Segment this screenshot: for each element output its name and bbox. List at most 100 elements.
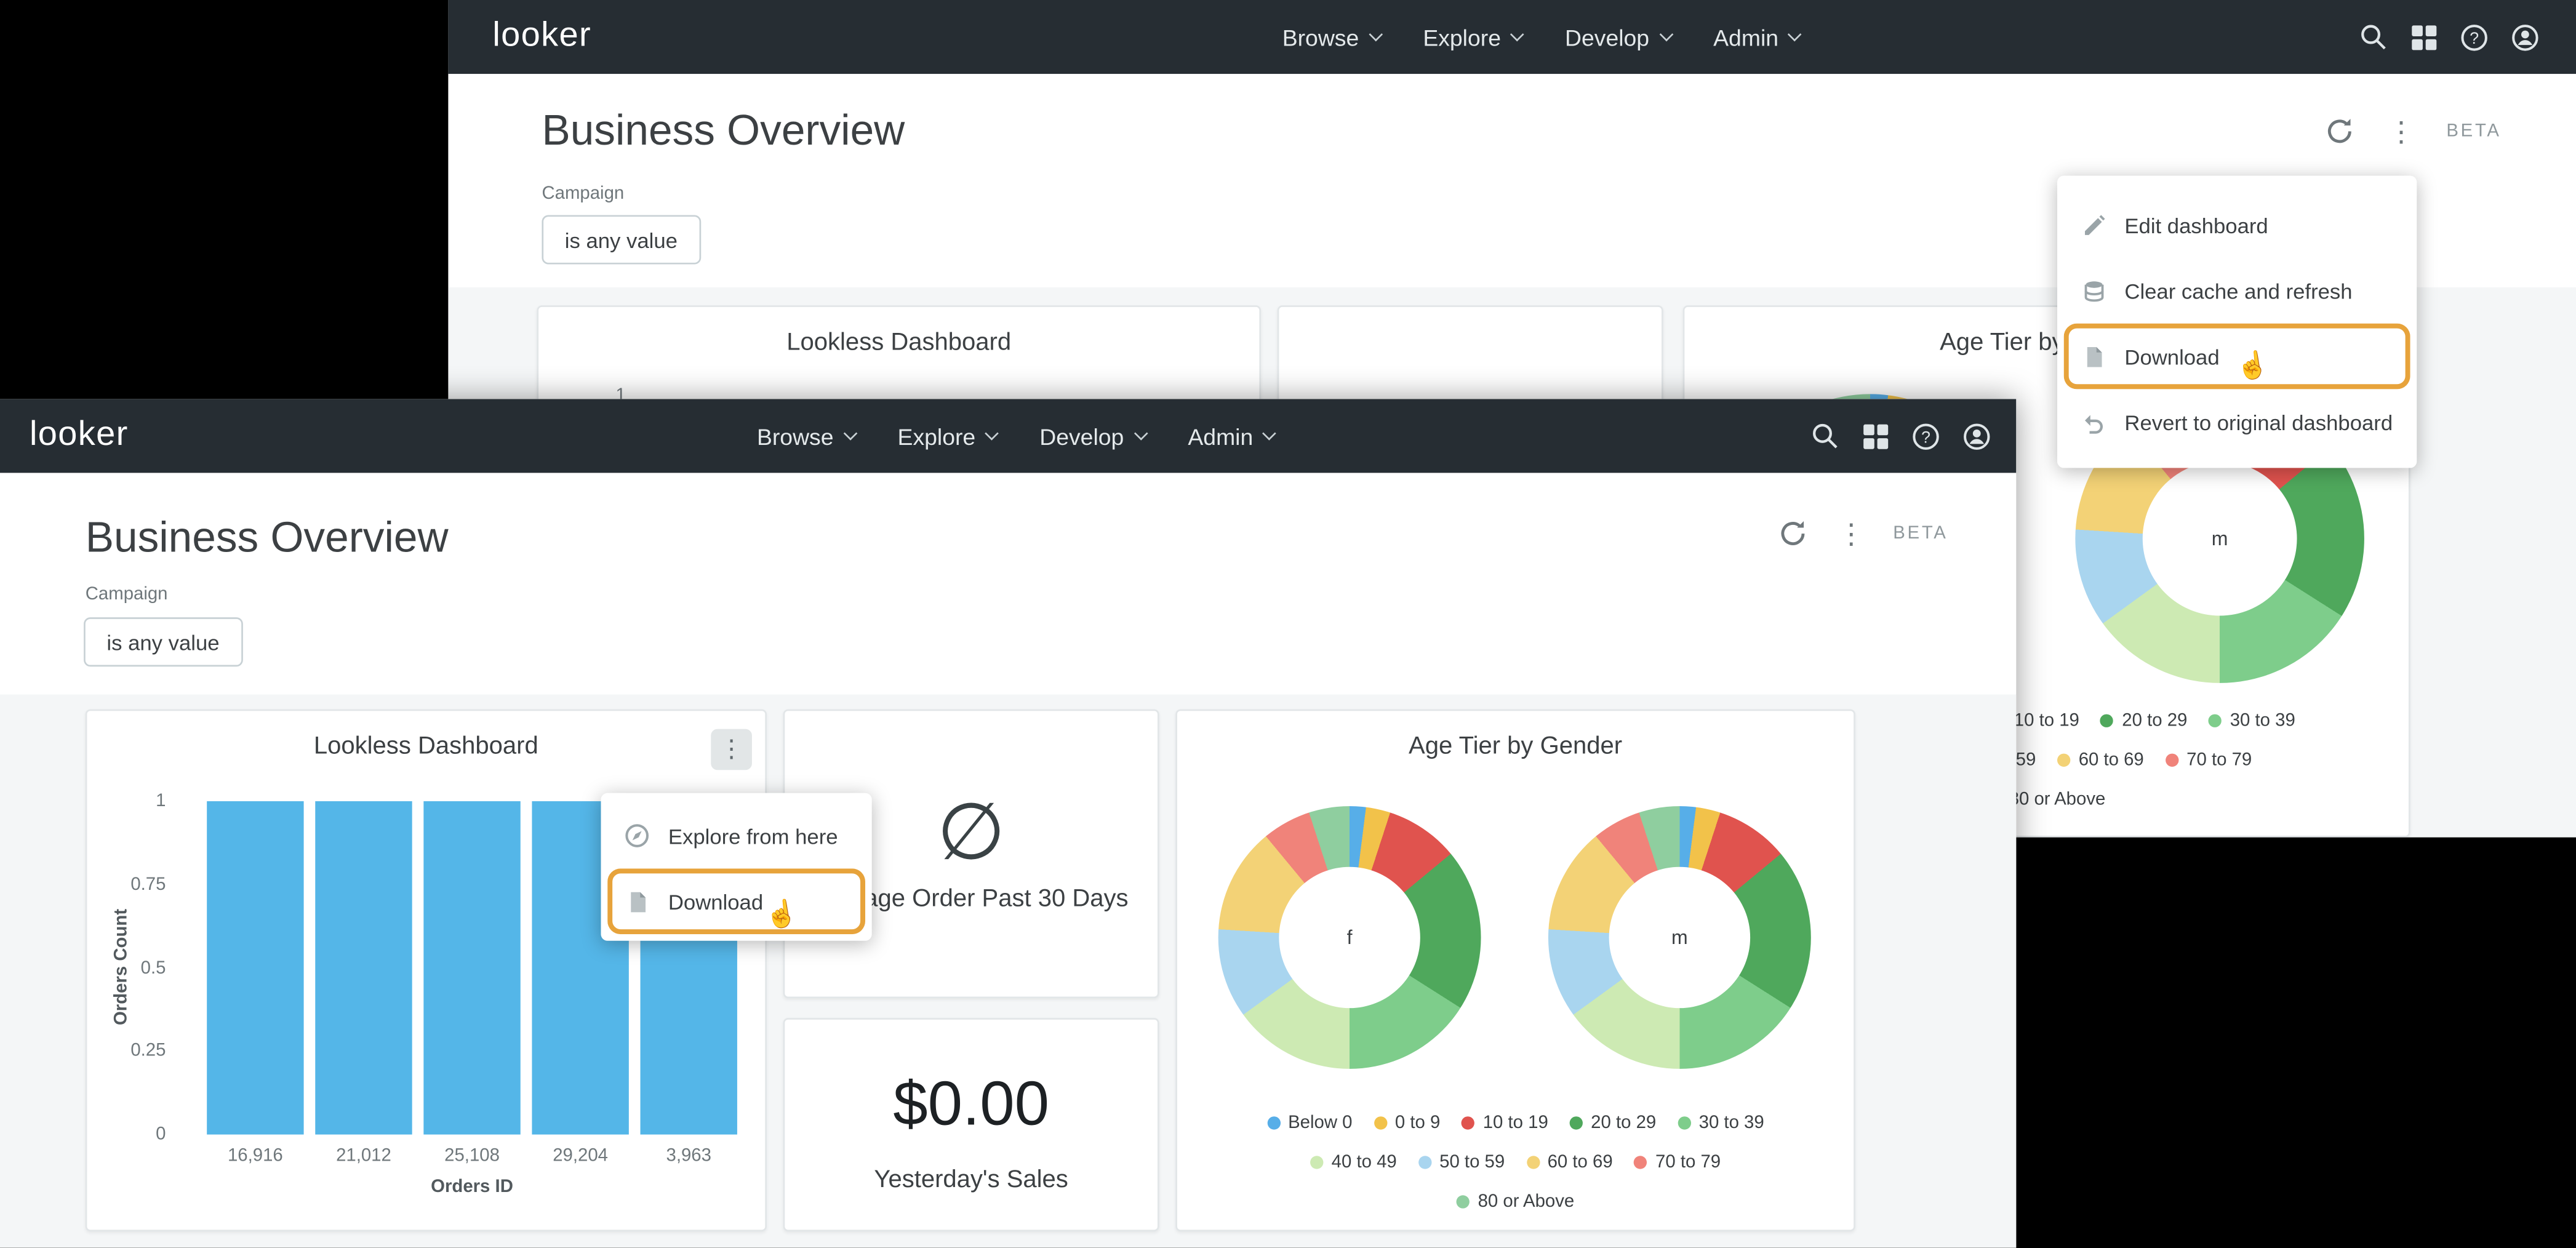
nav-item-browse[interactable]: Browse — [1282, 24, 1383, 50]
nav-label: Develop — [1039, 423, 1124, 449]
legend-item[interactable]: 40 to 49 — [1310, 1153, 1397, 1172]
chevron-down-icon — [1368, 27, 1383, 42]
y-tick-label: 0.75 — [130, 874, 166, 895]
x-tick-label: 21,012 — [336, 1146, 391, 1166]
legend-row: 40 to 49 50 to 59 60 to 69 70 to 79 — [1310, 1143, 1721, 1182]
sales-value: $0.00 — [893, 1070, 1049, 1140]
dashboard-actions-button[interactable]: ⋮ — [2387, 116, 2415, 147]
legend-label: 60 to 69 — [1547, 1152, 1613, 1172]
legend-dot — [1677, 1116, 1691, 1130]
tile-actions-menu: Explore from here Download — [601, 793, 872, 941]
nav-item-develop[interactable]: Develop — [1565, 24, 1673, 50]
apps-icon[interactable] — [2409, 22, 2438, 52]
legend-item[interactable]: 20 to 29 — [1569, 1113, 1656, 1133]
nav-item-admin[interactable]: Admin — [1713, 24, 1802, 50]
filter-chip[interactable]: is any value — [542, 215, 701, 265]
filter-chip[interactable]: is any value — [84, 617, 242, 667]
tile-title: Age Tier by Gender — [1409, 732, 1623, 761]
bar[interactable] — [207, 801, 304, 1135]
x-tick-label: 25,108 — [444, 1146, 500, 1166]
legend-label: 30 to 39 — [2230, 711, 2295, 731]
tile-lookless-dashboard: Lookless Dashboard ⋮ Orders Count 1 0.75 0… — [85, 709, 767, 1231]
legend-item[interactable]: 0 to 9 — [1374, 1113, 1440, 1133]
looker-logo[interactable]: looker — [30, 415, 129, 454]
legend-label: 30 to 39 — [1698, 1113, 1764, 1133]
legend-item[interactable]: 70 to 79 — [2165, 750, 2252, 770]
menu-item-label: Explore from here — [668, 823, 838, 849]
nav-label: Admin — [1188, 423, 1254, 449]
beta-badge: BETA — [2446, 121, 2502, 142]
account-icon[interactable] — [2510, 22, 2540, 52]
page-title: Business Overview — [542, 105, 905, 154]
dashboard-actions-menu: Edit dashboard Clear cache and refresh D… — [2057, 175, 2417, 468]
help-icon[interactable]: ? — [2460, 22, 2489, 52]
menu-item-download[interactable]: Download — [607, 868, 865, 934]
donut-chart-male[interactable]: m — [1548, 806, 1811, 1069]
legend-dot — [1634, 1156, 1647, 1169]
legend-label: 10 to 19 — [2014, 711, 2079, 731]
page-title: Business Overview — [85, 512, 449, 562]
bar[interactable] — [423, 801, 521, 1135]
donut-center-label: m — [2211, 527, 2228, 550]
tile-actions-button[interactable]: ⋮ — [711, 729, 752, 770]
donut-center: f — [1279, 866, 1420, 1009]
x-tick-label: 3,963 — [666, 1146, 711, 1166]
legend-item[interactable]: 30 to 39 — [1677, 1113, 1764, 1133]
legend-label: 80 or Above — [2009, 790, 2106, 810]
menu-item-explore-from-here[interactable]: Explore from here — [601, 803, 871, 869]
navbar: looker Browse Explore Develop Admin ? — [0, 399, 2017, 473]
menu-item-download[interactable]: Download — [2064, 324, 2410, 390]
nav-label: Explore — [1423, 23, 1501, 50]
legend-item[interactable]: Below 0 — [1266, 1113, 1353, 1133]
legend-dot — [1456, 1195, 1470, 1209]
legend-dot — [2100, 714, 2114, 727]
legend-item[interactable]: 60 to 69 — [1526, 1153, 1613, 1172]
nav-item-explore[interactable]: Explore — [1423, 23, 1524, 50]
donut-chart-female[interactable]: f — [1218, 806, 1481, 1069]
chevron-down-icon — [1133, 426, 1148, 441]
legend-item[interactable]: 70 to 79 — [1634, 1153, 1721, 1172]
search-icon[interactable] — [2358, 22, 2387, 52]
nav-item-develop[interactable]: Develop — [1039, 423, 1148, 449]
legend-item[interactable]: 30 to 39 — [2209, 711, 2295, 730]
donut-center: m — [1609, 866, 1751, 1009]
cursor-hand-icon: ☝ — [763, 899, 800, 932]
legend-dot — [2209, 714, 2222, 727]
dashboard-actions-button[interactable]: ⋮ — [1837, 518, 1865, 550]
tile-title: Lookless Dashboard — [313, 732, 538, 761]
navbar: looker Browse Explore Develop Admin ? — [448, 0, 2576, 74]
account-icon[interactable] — [1962, 421, 1991, 450]
nav-item-browse[interactable]: Browse — [757, 423, 857, 449]
legend-label: Below 0 — [1288, 1113, 1353, 1133]
menu-item-edit-dashboard[interactable]: Edit dashboard — [2057, 192, 2417, 258]
main-nav: Browse Explore Develop Admin — [757, 399, 1277, 473]
explore-icon — [624, 823, 650, 849]
filter-label: Campaign — [85, 584, 168, 604]
legend-dot — [2165, 753, 2178, 767]
search-icon[interactable] — [1809, 421, 1839, 450]
refresh-button[interactable] — [1777, 517, 1809, 550]
legend-item[interactable]: 20 to 29 — [2100, 711, 2187, 730]
refresh-button[interactable] — [2323, 115, 2356, 148]
apps-icon[interactable] — [1860, 421, 1890, 450]
legend-dot — [1418, 1156, 1431, 1169]
legend-label: 20 to 29 — [1591, 1113, 1657, 1133]
looker-logo[interactable]: looker — [492, 16, 592, 55]
donut-center: m — [2142, 461, 2297, 616]
legend-item[interactable]: 80 or Above — [1456, 1192, 1574, 1212]
legend-item[interactable]: 50 to 59 — [1418, 1153, 1505, 1172]
nav-item-admin[interactable]: Admin — [1188, 423, 1277, 449]
help-icon[interactable]: ? — [1911, 421, 1941, 450]
legend-item[interactable]: 60 to 69 — [2057, 750, 2144, 770]
nav-item-explore[interactable]: Explore — [898, 423, 999, 449]
menu-item-clear-cache[interactable]: Clear cache and refresh — [2057, 258, 2417, 324]
undo-icon — [2080, 410, 2106, 434]
legend-row: 80 or Above — [1456, 1182, 1574, 1222]
menu-item-label: Edit dashboard — [2124, 212, 2268, 238]
legend-dot — [1526, 1156, 1540, 1169]
file-icon — [2080, 344, 2106, 369]
bar[interactable] — [315, 801, 412, 1135]
menu-item-revert-dashboard[interactable]: Revert to original dashboard — [2057, 389, 2417, 455]
menu-item-label: Download — [2124, 343, 2220, 369]
legend-item[interactable]: 10 to 19 — [1462, 1113, 1548, 1133]
